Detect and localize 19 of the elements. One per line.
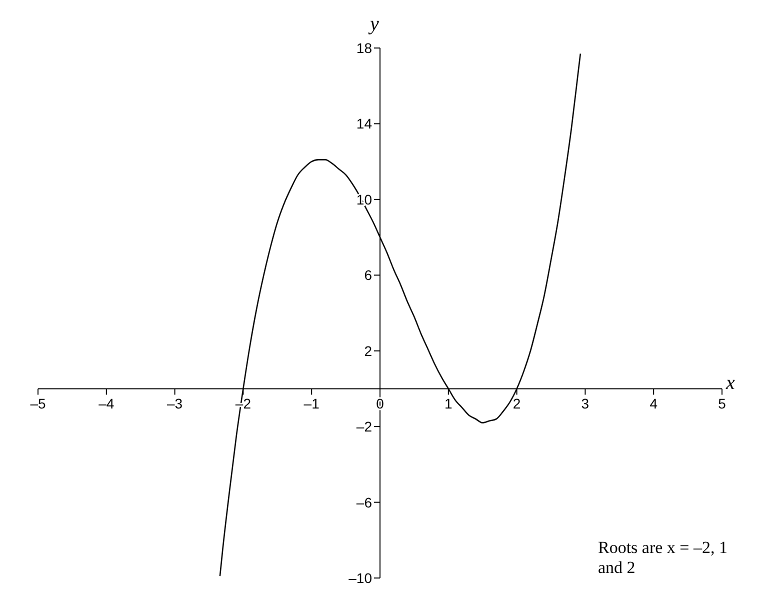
x-tick-label: 3	[581, 396, 590, 412]
annotation: Roots are x = –2, 1 and 2	[598, 538, 729, 578]
x-tick-label: –5	[30, 396, 46, 412]
y-tick-label: 14	[356, 116, 372, 132]
x-tick-label: 5	[718, 396, 726, 412]
y-tick-label: 6	[364, 267, 372, 284]
x-tick-label: 2	[512, 396, 521, 412]
y-tick-label: 18	[356, 40, 372, 56]
x-tick-label: 1	[444, 396, 452, 412]
x-tick-label: –1	[304, 396, 320, 412]
x-tick-label: –4	[98, 396, 114, 412]
y-tick-label: –10	[348, 570, 372, 586]
y-tick-label: –6	[356, 494, 372, 510]
x-tick-label: –3	[167, 396, 183, 412]
x-tick-label: 4	[650, 396, 658, 412]
x-axis-title: x	[726, 372, 735, 394]
y-axis-title: y	[370, 13, 379, 35]
y-tick-label: 2	[364, 342, 372, 359]
y-tick-label: –2	[356, 418, 372, 435]
